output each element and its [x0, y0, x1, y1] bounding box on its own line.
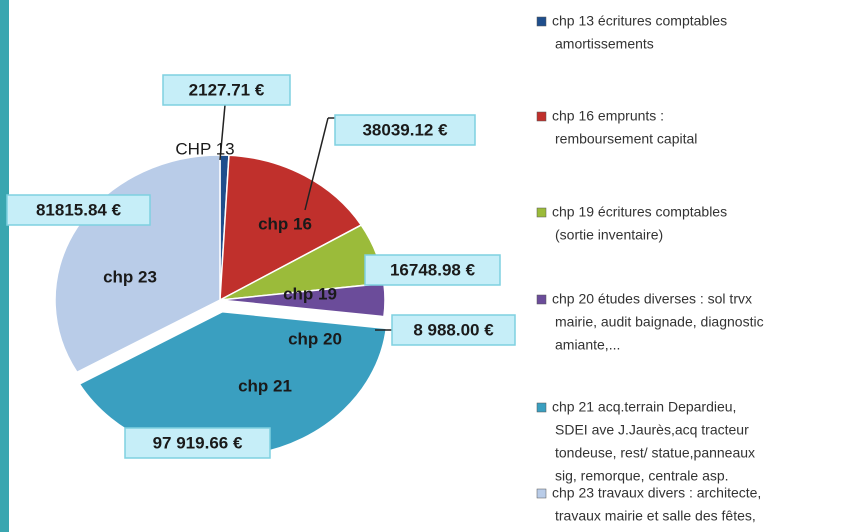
legend-text: chp 16 emprunts :: [552, 108, 664, 124]
legend-swatch: [536, 294, 547, 305]
legend-swatch: [536, 16, 547, 27]
value-label-box: [334, 114, 476, 146]
value-label-box: [364, 254, 501, 286]
legend-text: travaux mairie et salle des fêtes,: [555, 508, 756, 524]
value-label: 16748.98 €: [390, 260, 476, 279]
value-label: 2127.71 €: [189, 80, 265, 99]
legend-text: chp 20 études diverses : sol trvx: [552, 291, 752, 307]
value-label-box: [6, 194, 151, 226]
legend-swatch: [536, 402, 547, 413]
slice-label: chp 20: [288, 329, 342, 348]
legend-text: amortissements: [555, 36, 654, 52]
pie-slice: [219, 154, 363, 302]
value-label-box: [124, 427, 271, 459]
legend-text: chp 19 écritures comptables: [552, 204, 727, 220]
slice-label: chp 16: [258, 214, 312, 233]
legend-swatch: [536, 111, 547, 122]
legend-text: amiante,...: [555, 337, 620, 353]
legend-text: chp 23 travaux divers : architecte,: [552, 485, 761, 501]
legend-text: remboursement capital: [555, 131, 697, 147]
legend-swatch: [536, 207, 547, 218]
legend-text: chp 13 écritures comptables: [552, 13, 727, 29]
slice-label: chp 21: [238, 376, 292, 395]
legend-text: (sortie inventaire): [555, 227, 663, 243]
slice-label: CHP 13: [175, 139, 234, 158]
legend-text: SDEI ave J.Jaurès,acq tracteur: [555, 422, 749, 438]
legend-text: sig, remorque, centrale asp.: [555, 468, 729, 484]
legend-text: mairie, audit baignade, diagnostic: [555, 314, 764, 330]
value-label: 97 919.66 €: [153, 433, 243, 452]
slice-label: chp 19: [283, 284, 337, 303]
legend-text: tondeuse, rest/ statue,panneaux: [555, 445, 755, 461]
value-label-box: [162, 74, 291, 106]
slice-label: chp 23: [103, 267, 157, 286]
value-label: 81815.84 €: [36, 200, 122, 219]
legend-swatch: [536, 488, 547, 499]
value-label: 38039.12 €: [362, 120, 448, 139]
value-label-box: [391, 314, 516, 346]
legend-text: chp 21 acq.terrain Depardieu,: [552, 399, 736, 415]
left-border: [0, 0, 9, 532]
leader-lines: [219, 104, 392, 331]
value-label: 8 988.00 €: [413, 320, 494, 339]
